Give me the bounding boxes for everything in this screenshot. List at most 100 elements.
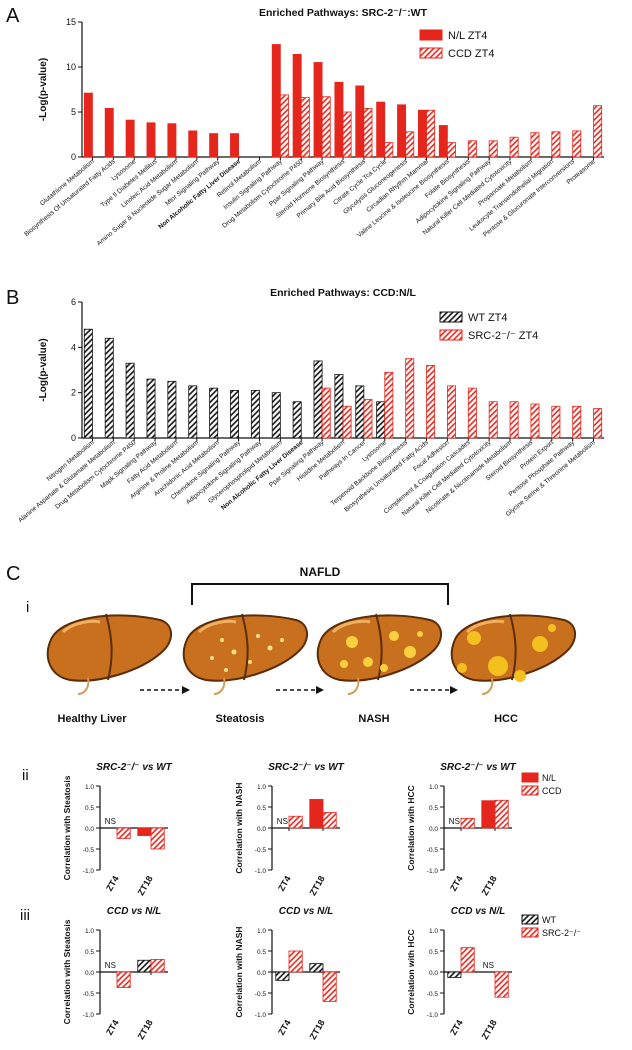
y-axis-label: Correlation with Steatosis bbox=[62, 775, 72, 880]
x-tick-label: ZT4 bbox=[448, 1018, 465, 1037]
legend-label: CCD bbox=[542, 786, 562, 796]
chart-title: SRC-2⁻/⁻ vs WT bbox=[96, 762, 172, 773]
stage-label: Healthy Liver bbox=[57, 713, 127, 725]
y-axis-label: Correlation with NASH bbox=[234, 926, 244, 1017]
y-tick-label: 1.0 bbox=[85, 928, 94, 935]
bar bbox=[292, 54, 302, 158]
liver-diagram bbox=[46, 612, 577, 696]
bar bbox=[104, 108, 114, 158]
bar bbox=[334, 374, 344, 439]
bar bbox=[292, 401, 302, 439]
legend-swatch bbox=[439, 329, 463, 341]
chart-title: CCD vs N/L bbox=[107, 906, 161, 917]
bar bbox=[271, 44, 281, 158]
bar bbox=[188, 130, 198, 158]
y-tick-label: 1.0 bbox=[429, 784, 438, 791]
y-tick-label: 0.5 bbox=[257, 949, 266, 956]
annotation: NS bbox=[483, 961, 494, 970]
y-tick-label: 15 bbox=[66, 17, 76, 27]
y-tick-label: -0.5 bbox=[83, 847, 95, 854]
bar bbox=[309, 799, 324, 829]
y-tick-label: -1.0 bbox=[427, 1012, 439, 1019]
x-tick-label: Drug Metabolism Cytochrome P450 bbox=[54, 439, 138, 511]
bar bbox=[271, 392, 281, 439]
panel-label: C bbox=[6, 563, 20, 585]
bar bbox=[551, 405, 561, 439]
y-tick-label: 0.5 bbox=[257, 805, 266, 812]
bar bbox=[447, 971, 462, 978]
bar bbox=[83, 92, 93, 158]
y-tick-label: -0.5 bbox=[255, 847, 267, 854]
bar bbox=[116, 827, 131, 839]
y-tick-label: 2 bbox=[71, 388, 76, 398]
bar bbox=[83, 328, 93, 439]
y-tick-label: 0.5 bbox=[85, 805, 94, 812]
bar bbox=[460, 947, 475, 973]
bar bbox=[125, 362, 135, 439]
bar bbox=[146, 378, 156, 439]
bar bbox=[426, 109, 436, 158]
x-tick-label: Biosynthesis Of Unsaturated Fatty Acids bbox=[23, 158, 117, 238]
x-tick-label: ZT4 bbox=[276, 874, 293, 893]
chart-title: Enriched Pathways: SRC-2⁻/⁻:WT bbox=[259, 7, 428, 19]
y-tick-label: -1.0 bbox=[255, 1012, 267, 1019]
bar bbox=[572, 405, 582, 439]
bar bbox=[397, 104, 407, 158]
bar bbox=[334, 81, 344, 158]
bar bbox=[230, 133, 240, 158]
bar bbox=[313, 62, 323, 158]
stage-label: HCC bbox=[494, 713, 518, 725]
y-tick-label: -1.0 bbox=[83, 1012, 95, 1019]
bar bbox=[167, 123, 177, 158]
y-tick-label: 0.0 bbox=[257, 970, 266, 977]
legend-swatch bbox=[521, 927, 539, 938]
bar bbox=[167, 380, 177, 439]
x-tick-label: ZT4 bbox=[448, 874, 465, 893]
bar bbox=[342, 405, 352, 439]
bar bbox=[146, 122, 156, 158]
y-tick-label: -0.5 bbox=[427, 847, 439, 854]
chart-title: SRC-2⁻/⁻ vs WT bbox=[440, 762, 516, 773]
bar bbox=[530, 132, 540, 158]
annotation: NS bbox=[105, 817, 116, 826]
x-tick-label: ZT18 bbox=[136, 874, 155, 897]
y-tick-label: 1.0 bbox=[257, 928, 266, 935]
x-tick-label: ZT18 bbox=[308, 1018, 327, 1041]
bar bbox=[467, 387, 477, 439]
bar bbox=[494, 971, 509, 998]
bar bbox=[322, 812, 337, 829]
bar bbox=[363, 108, 373, 158]
bar bbox=[137, 827, 152, 836]
x-tick-label: ZT4 bbox=[104, 874, 121, 893]
bar bbox=[376, 401, 386, 439]
bar bbox=[355, 385, 365, 439]
legend-label: SRC-2⁻/⁻ bbox=[542, 928, 581, 938]
bar bbox=[593, 105, 603, 158]
bar bbox=[488, 140, 498, 158]
y-tick-label: -1.0 bbox=[83, 868, 95, 875]
y-tick-label: -1.0 bbox=[255, 868, 267, 875]
y-tick-label: 10 bbox=[66, 62, 76, 72]
y-tick-label: 5 bbox=[71, 107, 76, 117]
y-axis-label: Correlation with HCC bbox=[406, 929, 416, 1014]
bar bbox=[209, 387, 219, 439]
subpanel-label: ii bbox=[22, 767, 29, 784]
bracket-label: NAFLD bbox=[300, 565, 341, 579]
bar bbox=[250, 389, 260, 439]
bar bbox=[481, 800, 496, 829]
bar bbox=[363, 399, 373, 439]
x-tick-label: ZT18 bbox=[480, 1018, 499, 1041]
y-tick-label: 0 bbox=[71, 433, 76, 443]
bar bbox=[188, 385, 198, 439]
chart-title: SRC-2⁻/⁻ vs WT bbox=[268, 762, 344, 773]
y-tick-label: 0.5 bbox=[429, 805, 438, 812]
nafld-bracket: NAFLD bbox=[191, 565, 449, 605]
subpanel-label: iii bbox=[20, 907, 30, 924]
bar bbox=[376, 101, 386, 158]
y-tick-label: 0.0 bbox=[257, 826, 266, 833]
bar bbox=[551, 131, 561, 158]
bar bbox=[209, 133, 219, 158]
bar bbox=[313, 360, 323, 439]
panel-label: B bbox=[6, 287, 19, 309]
bar bbox=[426, 365, 436, 439]
